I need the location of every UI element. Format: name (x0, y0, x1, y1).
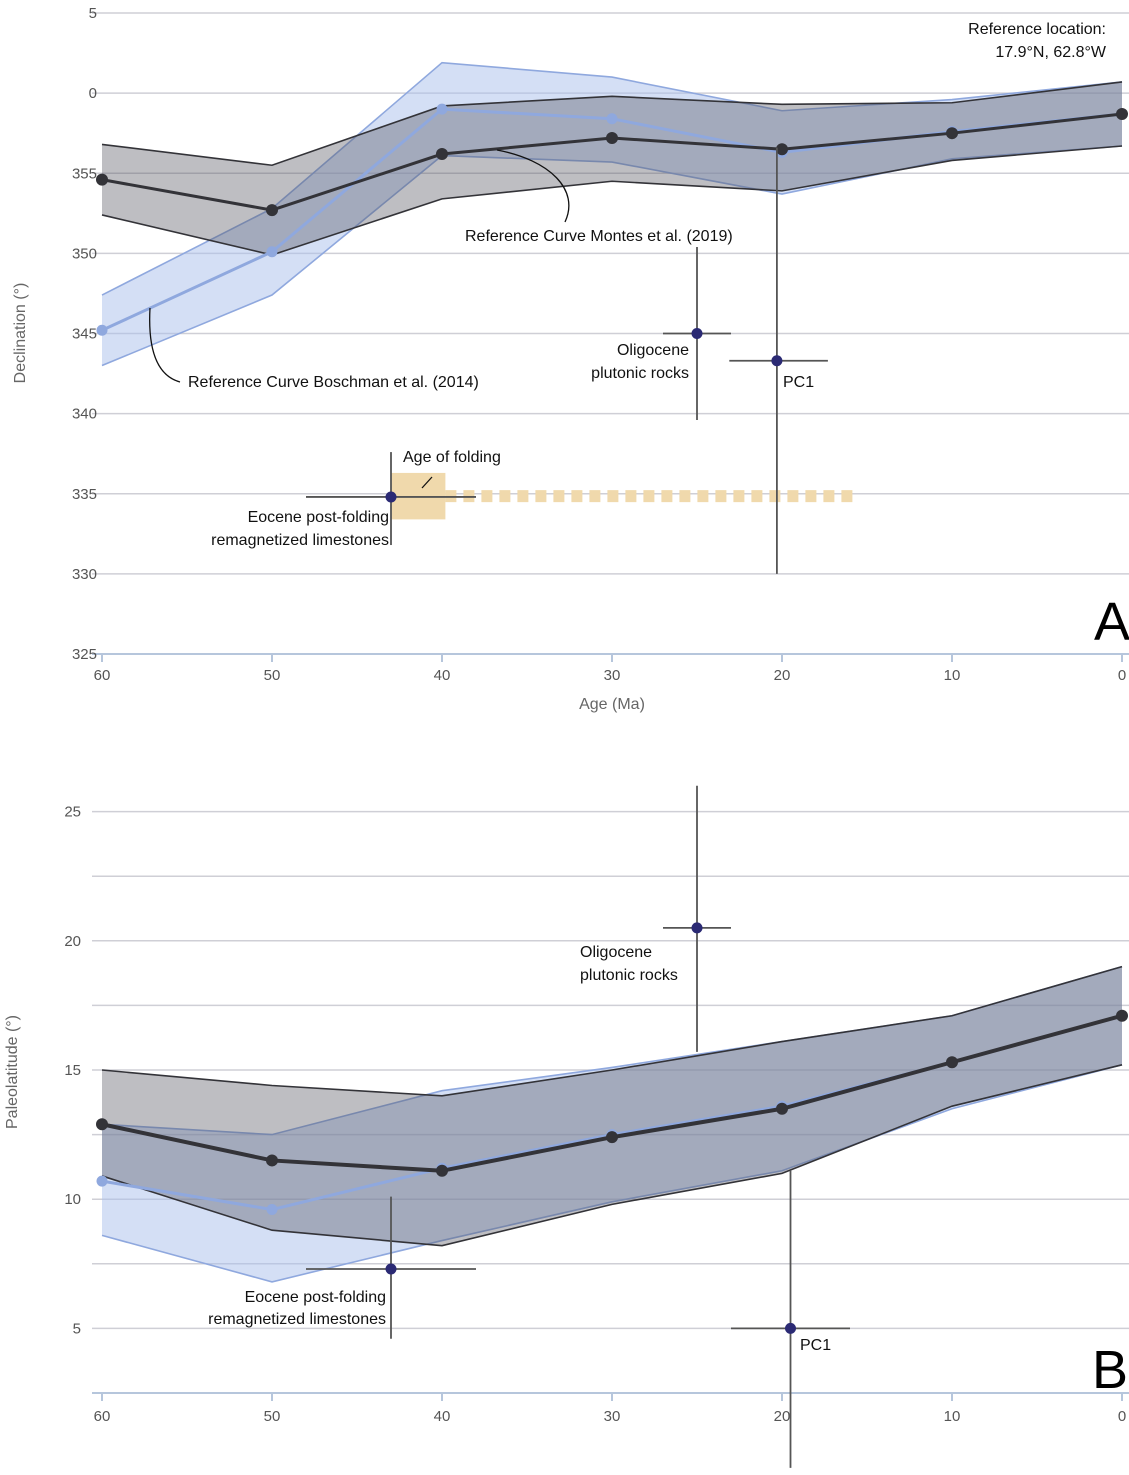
eocene-label-a-line-2: remagnetized limestones (211, 532, 389, 549)
boschman-lower-bound (101, 145, 1123, 367)
boschman-data-point (436, 103, 448, 115)
y-tick-label: 5 (73, 1320, 81, 1337)
x-tick-label: 30 (604, 667, 621, 684)
boschman-data-point (266, 246, 278, 258)
montes-data-point (1116, 1009, 1128, 1022)
montes-upper-bound (101, 965, 1123, 1097)
y-tick-label: 20 (64, 933, 81, 950)
y-tick-label: 5 (89, 5, 97, 22)
x-tick-label: 10 (944, 667, 961, 684)
age-of-folding-label: Age of folding (403, 449, 501, 466)
reference-location-line-2: 17.9°N, 62.8°W (995, 44, 1107, 61)
boschman-leader-line (149, 307, 181, 383)
montes-data-point (436, 148, 448, 161)
paleomag-data-point (691, 328, 703, 339)
x-tick-label: 40 (434, 1408, 451, 1425)
montes-confidence-band (102, 81, 1122, 255)
y-tick-label: 350 (72, 245, 97, 262)
x-tick-label: 50 (264, 1408, 281, 1425)
x-tick-label: 0 (1118, 1408, 1126, 1425)
boschman-confidence-band (102, 62, 1122, 366)
y-tick-label: 15 (64, 1062, 81, 1079)
age-of-folding-leader-line (421, 476, 433, 489)
oligocene-label-b-line-1: Oligocene (580, 944, 652, 961)
montes-data-point (776, 1102, 788, 1115)
paleomag-data-point (691, 922, 703, 934)
montes-data-point (776, 143, 788, 156)
pc1-label-a: PC1 (783, 374, 814, 391)
x-tick-label: 20 (774, 1408, 791, 1425)
x-tick-label: 60 (94, 667, 111, 684)
x-tick-label: 10 (944, 1408, 961, 1425)
oligocene-label-b-line-2: plutonic rocks (580, 967, 678, 984)
montes-data-point (266, 204, 278, 217)
panel-letter-a: A (1094, 592, 1129, 652)
y-tick-label: 0 (89, 85, 97, 102)
montes-leader-line (496, 149, 570, 223)
eocene-label-b-line-1: Eocene post-folding (245, 1289, 386, 1306)
montes-lower-bound (101, 1064, 1123, 1247)
boschman-confidence-band (102, 966, 1122, 1282)
y-tick-label: 10 (64, 1191, 81, 1208)
y-tick-label: 355 (72, 165, 97, 182)
x-tick-label: 30 (604, 1408, 621, 1425)
boschman-data-point (266, 1204, 278, 1216)
y-tick-label: 25 (64, 804, 81, 821)
panel-letter-b: B (1092, 1340, 1128, 1400)
montes-data-point (606, 1131, 618, 1144)
x-tick-label: 0 (1118, 667, 1126, 684)
y-tick-label: 340 (72, 406, 97, 423)
montes-curve-label: Reference Curve Montes et al. (2019) (465, 228, 733, 245)
montes-upper-bound (101, 81, 1123, 167)
x-tick-label: 40 (434, 667, 451, 684)
eocene-label-b-line-2: remagnetized limestones (208, 1311, 386, 1328)
y-axis-label-a: Declination (°) (12, 283, 29, 384)
y-tick-label: 330 (72, 566, 97, 583)
boschman-lower-bound (101, 1064, 1123, 1283)
paleomag-data-point (385, 491, 397, 503)
panel-a: 325 330 335 340 345 350 355 0 5 60 50 40 30 20 10 0 Ag… (12, 5, 1129, 713)
reference-location-line-1: Reference location: (968, 21, 1106, 38)
oligocene-label-a-line-2: plutonic rocks (591, 365, 689, 382)
pc1-label-b: PC1 (800, 1337, 831, 1354)
montes-data-point (96, 1118, 108, 1131)
x-tick-label: 20 (774, 667, 791, 684)
y-tick-label: 325 (72, 646, 97, 663)
x-tick-label: 60 (94, 1408, 111, 1425)
boschman-curve-label: Reference Curve Boschman et al. (2014) (188, 374, 479, 391)
montes-confidence-band (102, 966, 1122, 1246)
montes-data-point (266, 1154, 278, 1167)
boschman-data-point (96, 324, 108, 336)
boschman-data-point (606, 113, 618, 125)
montes-data-point (946, 127, 958, 140)
x-axis-label-a: Age (Ma) (579, 696, 645, 713)
paleomag-data-point (385, 1263, 397, 1275)
montes-data-point (96, 173, 108, 186)
x-tick-label: 50 (264, 667, 281, 684)
panel-b: 5 10 15 20 25 60 50 40 30 20 10 0 Paleolatitude (°… (4, 785, 1129, 1468)
paleomag-data-point (771, 355, 783, 367)
oligocene-label-a-line-1: Oligocene (617, 342, 689, 359)
montes-data-point (606, 131, 618, 144)
montes-data-point (946, 1056, 958, 1069)
y-tick-label: 345 (72, 326, 97, 343)
y-tick-label: 335 (72, 486, 97, 503)
paleomag-data-point (785, 1322, 796, 1334)
eocene-label-a-line-1: Eocene post-folding (248, 509, 389, 526)
montes-data-point (1116, 107, 1128, 120)
y-axis-label-b: Paleolatitude (°) (4, 1015, 21, 1129)
boschman-data-point (96, 1175, 108, 1187)
montes-data-point (436, 1164, 448, 1177)
